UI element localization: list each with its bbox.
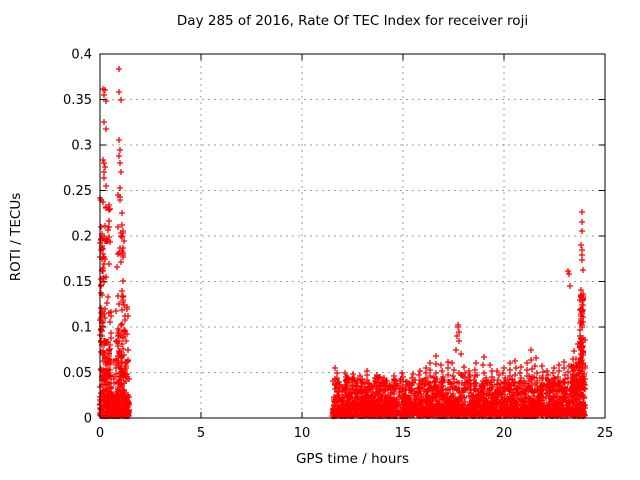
y-tick-label: 0 [84, 412, 92, 427]
x-tick-label: 10 [294, 426, 311, 441]
y-tick-label: 0.35 [63, 93, 92, 108]
y-tick-label: 0.15 [63, 275, 92, 290]
x-axis-title: GPS time / hours [295, 451, 410, 467]
plot-border [99, 53, 606, 419]
chart-title: Day 285 of 2016, Rate Of TEC Index for r… [176, 13, 529, 29]
x-tick-label: 5 [197, 426, 205, 441]
y-tick-label: 0.4 [71, 48, 92, 63]
y-tick-labels: 0 0.05 0.1 0.15 0.2 0.25 0.3 0.35 0.4 [63, 48, 92, 427]
x-tick-labels: 0 5 10 15 20 25 [96, 426, 613, 441]
scatter-points [97, 66, 588, 419]
y-tick-label: 0.25 [63, 184, 92, 199]
y-tick-label: 0.2 [71, 230, 92, 245]
y-tick-label: 0.05 [63, 366, 92, 381]
x-tick-label: 15 [395, 426, 412, 441]
roti-data-markers [97, 66, 588, 419]
x-tick-label: 20 [496, 426, 513, 441]
y-tick-label: 0.1 [71, 321, 92, 336]
x-tick-label: 0 [96, 426, 104, 441]
x-tick-label: 25 [597, 426, 614, 441]
y-tick-label: 0.3 [71, 139, 92, 154]
